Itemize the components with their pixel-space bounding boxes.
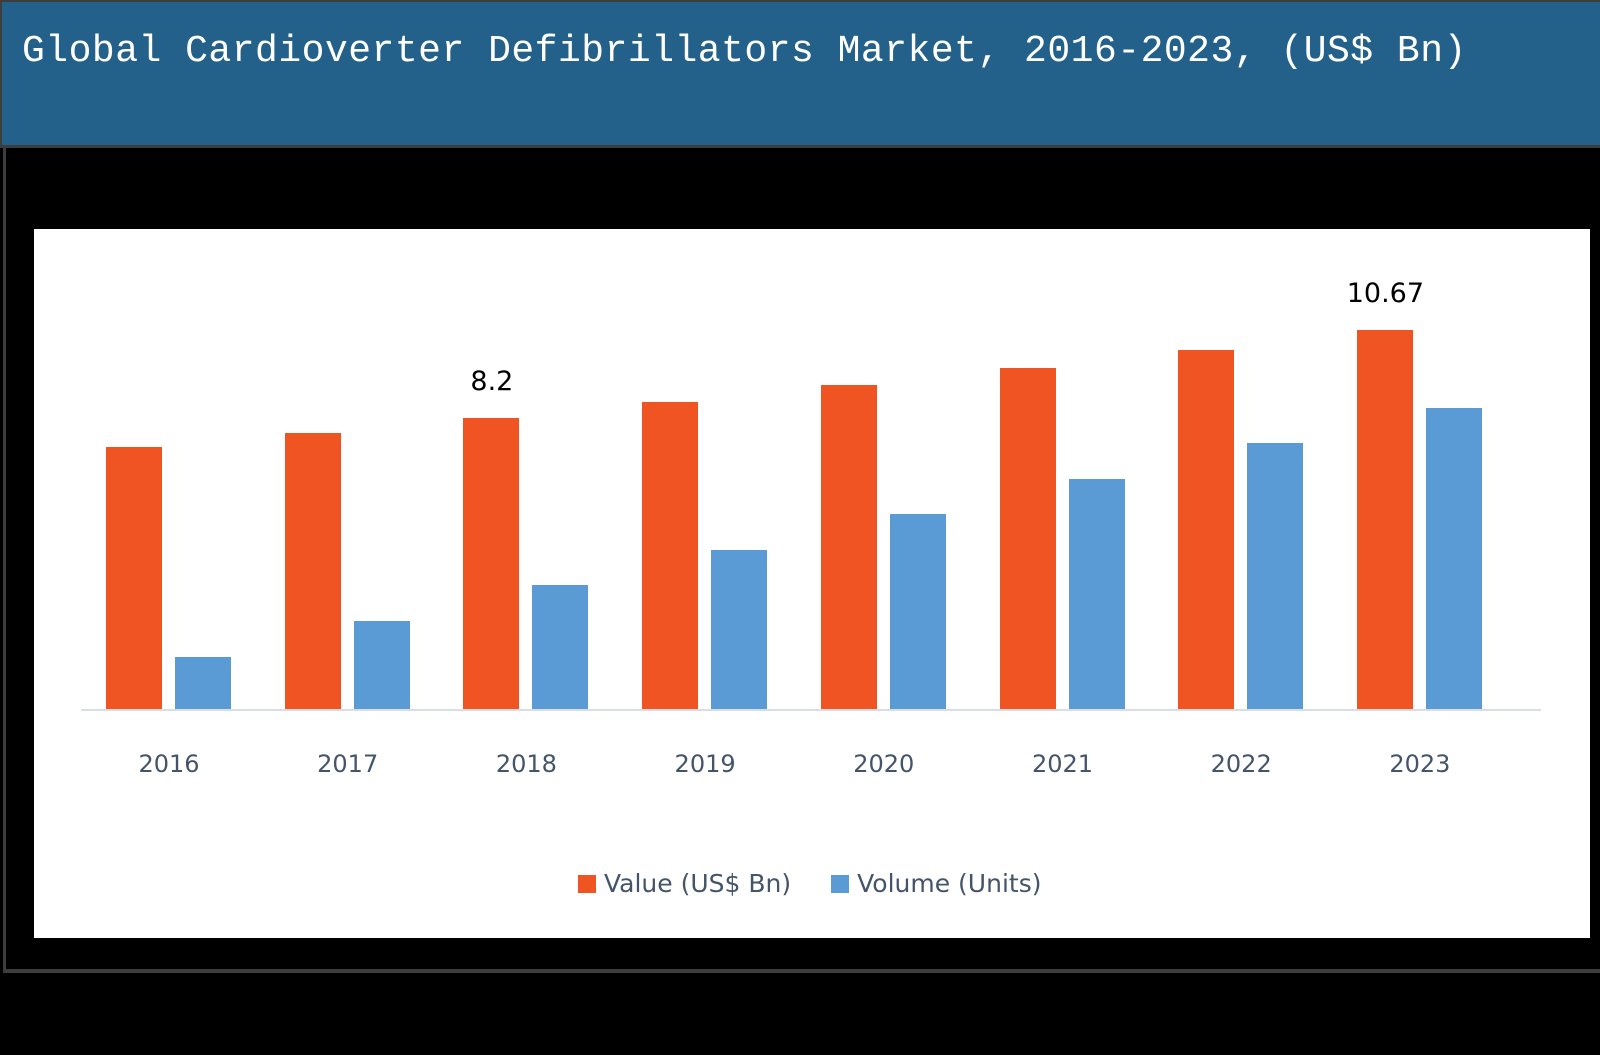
- data-label-2018: 8.2: [470, 366, 514, 397]
- bar-volume-2019: [711, 550, 768, 709]
- chart-title: Global Cardioverter Defibrillators Marke…: [22, 30, 1467, 73]
- bar-value-2018: [463, 418, 520, 709]
- x-tick-label: 2016: [138, 750, 200, 778]
- bar-value-2022: [1178, 349, 1235, 709]
- x-axis-line: [81, 709, 1541, 711]
- bar-value-2023: [1356, 330, 1413, 709]
- bar-volume-2021: [1068, 479, 1125, 709]
- bar-value-2019: [642, 402, 699, 709]
- legend-label-value: Value (US$ Bn): [604, 869, 792, 898]
- legend-swatch-value: [578, 874, 596, 893]
- bar-value-2020: [820, 384, 877, 709]
- bar-value-2017: [284, 432, 341, 709]
- x-tick-label: 2023: [1389, 750, 1451, 778]
- bar-volume-2022: [1247, 442, 1304, 709]
- x-tick-label: 2020: [853, 750, 915, 778]
- legend-item-volume: Volume (Units): [831, 869, 1041, 898]
- x-tick-label: 2017: [317, 750, 379, 778]
- bar-volume-2016: [175, 656, 231, 709]
- legend: Value (US$ Bn) Volume (Units): [578, 869, 1081, 898]
- legend-label-volume: Volume (Units): [857, 869, 1042, 898]
- bar-volume-2020: [889, 514, 946, 709]
- x-tick-label: 2019: [674, 750, 736, 778]
- bar-value-2016: [106, 447, 162, 709]
- legend-item-value: Value (US$ Bn): [578, 869, 791, 898]
- data-label-2023: 10.67: [1346, 278, 1425, 310]
- x-tick-label: 2022: [1210, 750, 1272, 778]
- bar-volume-2017: [353, 620, 410, 709]
- bar-volume-2018: [532, 585, 589, 709]
- x-tick-label: 2018: [495, 750, 557, 778]
- bar-value-2021: [999, 367, 1056, 709]
- bar-volume-2023: [1425, 408, 1482, 709]
- x-tick-label: 2021: [1031, 750, 1094, 778]
- legend-swatch-volume: [831, 874, 850, 893]
- title-bar: Global Cardioverter Defibrillators Marke…: [0, 0, 1600, 148]
- chart-frame: [3, 148, 1600, 973]
